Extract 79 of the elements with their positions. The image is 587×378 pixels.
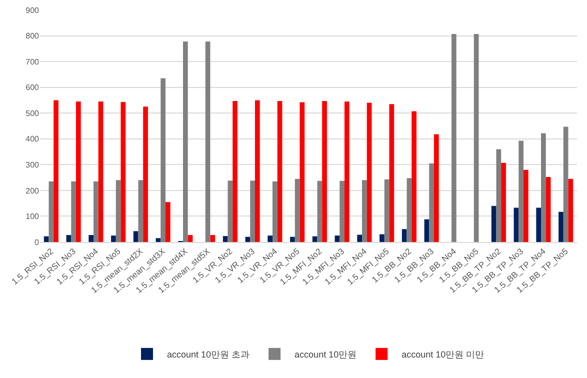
- bar: [322, 101, 327, 242]
- bar: [491, 206, 496, 242]
- bar: [523, 170, 528, 242]
- bar: [514, 208, 519, 242]
- bar: [228, 180, 233, 242]
- y-tick-label: 400: [26, 134, 40, 144]
- bar: [254, 100, 260, 242]
- bar: [111, 236, 116, 242]
- bar: [143, 106, 148, 242]
- y-tick-label: 100: [26, 212, 40, 222]
- bar: [362, 180, 367, 242]
- bar: [188, 235, 193, 242]
- bar: [183, 41, 188, 242]
- bar: [272, 181, 278, 242]
- bar: [138, 180, 144, 242]
- bar: [312, 236, 318, 242]
- bar: [116, 180, 121, 242]
- bar: [54, 100, 58, 242]
- bar: [290, 236, 295, 242]
- bar: [412, 111, 416, 242]
- bar: [344, 102, 350, 242]
- bar: [496, 149, 502, 242]
- bar: [165, 202, 170, 242]
- bar: [222, 236, 228, 242]
- bar: [402, 229, 407, 242]
- bar: [133, 231, 138, 242]
- bar: [300, 102, 305, 242]
- y-tick-label: 900: [26, 6, 40, 15]
- bar: [541, 133, 546, 242]
- bar: [120, 102, 126, 242]
- bar: [501, 162, 506, 242]
- bar: [380, 234, 384, 242]
- bar: [474, 34, 479, 242]
- y-tick-label: 200: [26, 186, 40, 196]
- bar: [76, 102, 81, 242]
- bar: [160, 78, 166, 242]
- bar: [452, 34, 456, 242]
- bar: [71, 181, 76, 242]
- bar: [210, 235, 216, 242]
- bar: [546, 177, 551, 242]
- bar: [558, 212, 564, 242]
- bar: [317, 180, 322, 242]
- bar: [232, 101, 238, 242]
- y-tick-label: 500: [26, 108, 40, 118]
- y-tick-label: 600: [26, 83, 40, 92]
- bar: [357, 234, 362, 242]
- bar: [536, 208, 542, 242]
- bar: [294, 178, 300, 242]
- bar: [44, 236, 49, 242]
- y-tick-label: 800: [26, 32, 40, 41]
- bar: [94, 181, 98, 242]
- bar: [563, 126, 568, 242]
- bar: [340, 180, 344, 242]
- bar: [389, 104, 394, 242]
- bar: [88, 235, 94, 242]
- bar: [98, 102, 104, 242]
- y-tick-label: 0: [34, 238, 40, 247]
- legend-label: account 10만원 미만: [402, 349, 484, 360]
- y-tick-label: 300: [26, 160, 40, 170]
- bar: [406, 178, 412, 242]
- bar: [334, 236, 340, 242]
- legend-label: account 10만원: [294, 349, 357, 360]
- bar: [250, 180, 255, 242]
- bar: [277, 101, 282, 242]
- bar: [48, 181, 54, 242]
- bar: [384, 179, 390, 242]
- bar: [366, 102, 372, 242]
- bar: [434, 134, 439, 242]
- bar: [156, 238, 161, 242]
- bar: [268, 236, 273, 242]
- bar: [66, 235, 72, 242]
- bar: [424, 219, 430, 242]
- legend-label: account 10만원 초과: [167, 349, 250, 360]
- y-tick-label: 700: [26, 57, 40, 66]
- bar: [205, 41, 210, 242]
- bar: [429, 163, 434, 242]
- bar: [568, 178, 574, 242]
- bar: [245, 236, 250, 242]
- bar: [518, 140, 524, 242]
